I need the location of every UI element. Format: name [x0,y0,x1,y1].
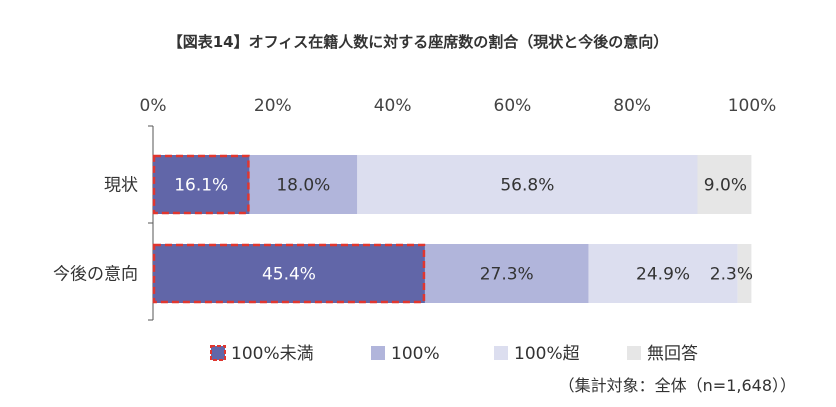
x-tick-label: 0% [140,96,167,116]
bar-segment [249,155,358,214]
category-label: 現状 [104,176,138,196]
data-label: 45.4% [262,265,316,285]
x-tick-label: 80% [613,96,651,116]
x-axis-ticks: 0% 20% 40% 60% 80% 100% [140,96,777,116]
data-label: 9.0% [704,176,747,196]
data-label: 2.3% [710,265,753,285]
sample-note: （集計対象：全体（n=1,648）） [559,376,796,395]
data-label: 24.9% [636,265,690,285]
bar-segment [424,244,589,303]
bar-segment [357,155,698,214]
legend-swatch [210,345,226,361]
legend-label: 100% [391,344,440,364]
bars: 16.1% 18.0% 56.8% 9.0% 45.4% 27.3% 24.9% 2.3% [152,154,753,304]
legend-swatch [371,346,385,360]
x-tick-label: 20% [254,96,292,116]
bar-segment [153,155,250,214]
legend: 100%未満 100% 100%超 無回答 [210,344,698,364]
legend-swatch [494,346,508,360]
x-tick-label: 40% [374,96,412,116]
data-label: 56.8% [500,176,554,196]
legend-label: 100%超 [514,344,580,364]
legend-swatch [627,346,641,360]
chart-title: 【図表14】オフィス在籍人数に対する座席数の割合（現状と今後の意向） [168,33,669,51]
data-label: 27.3% [480,265,534,285]
bar-segment [697,155,752,214]
data-label: 16.1% [174,176,228,196]
y-axis [148,125,154,321]
bar-segment [588,244,738,303]
bar-segment [737,244,752,303]
legend-label: 無回答 [647,344,698,364]
legend-label: 100%未満 [231,344,314,364]
x-tick-label: 100% [728,96,777,116]
highlight-outline [152,243,426,304]
category-label: 今後の意向 [53,265,138,285]
highlight-outline [152,154,250,215]
data-label: 18.0% [276,176,330,196]
x-tick-label: 60% [494,96,532,116]
bar-segment [153,244,425,303]
